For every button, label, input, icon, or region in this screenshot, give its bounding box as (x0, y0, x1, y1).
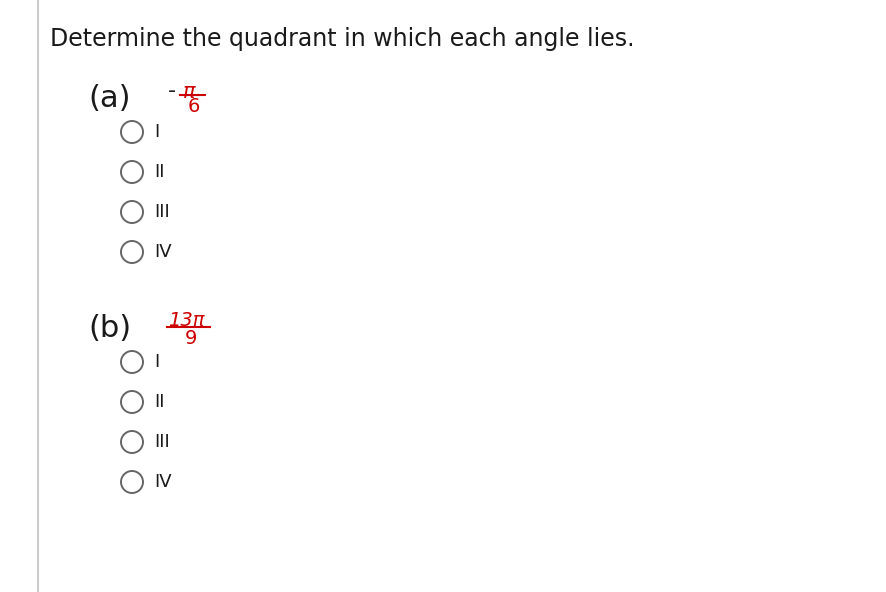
Text: II: II (154, 393, 164, 411)
Text: IV: IV (154, 243, 171, 261)
Text: 6: 6 (188, 97, 200, 116)
Text: 13π: 13π (167, 311, 205, 330)
Text: I: I (154, 353, 159, 371)
Text: (b): (b) (88, 314, 131, 343)
Text: II: II (154, 163, 164, 181)
Text: 9: 9 (185, 329, 198, 348)
Text: Determine the quadrant in which each angle lies.: Determine the quadrant in which each ang… (50, 27, 633, 51)
Text: (a): (a) (88, 84, 130, 113)
Text: III: III (154, 433, 169, 451)
Text: IV: IV (154, 473, 171, 491)
Text: π: π (183, 82, 196, 102)
Text: I: I (154, 123, 159, 141)
Text: III: III (154, 203, 169, 221)
Text: -: - (167, 81, 176, 101)
